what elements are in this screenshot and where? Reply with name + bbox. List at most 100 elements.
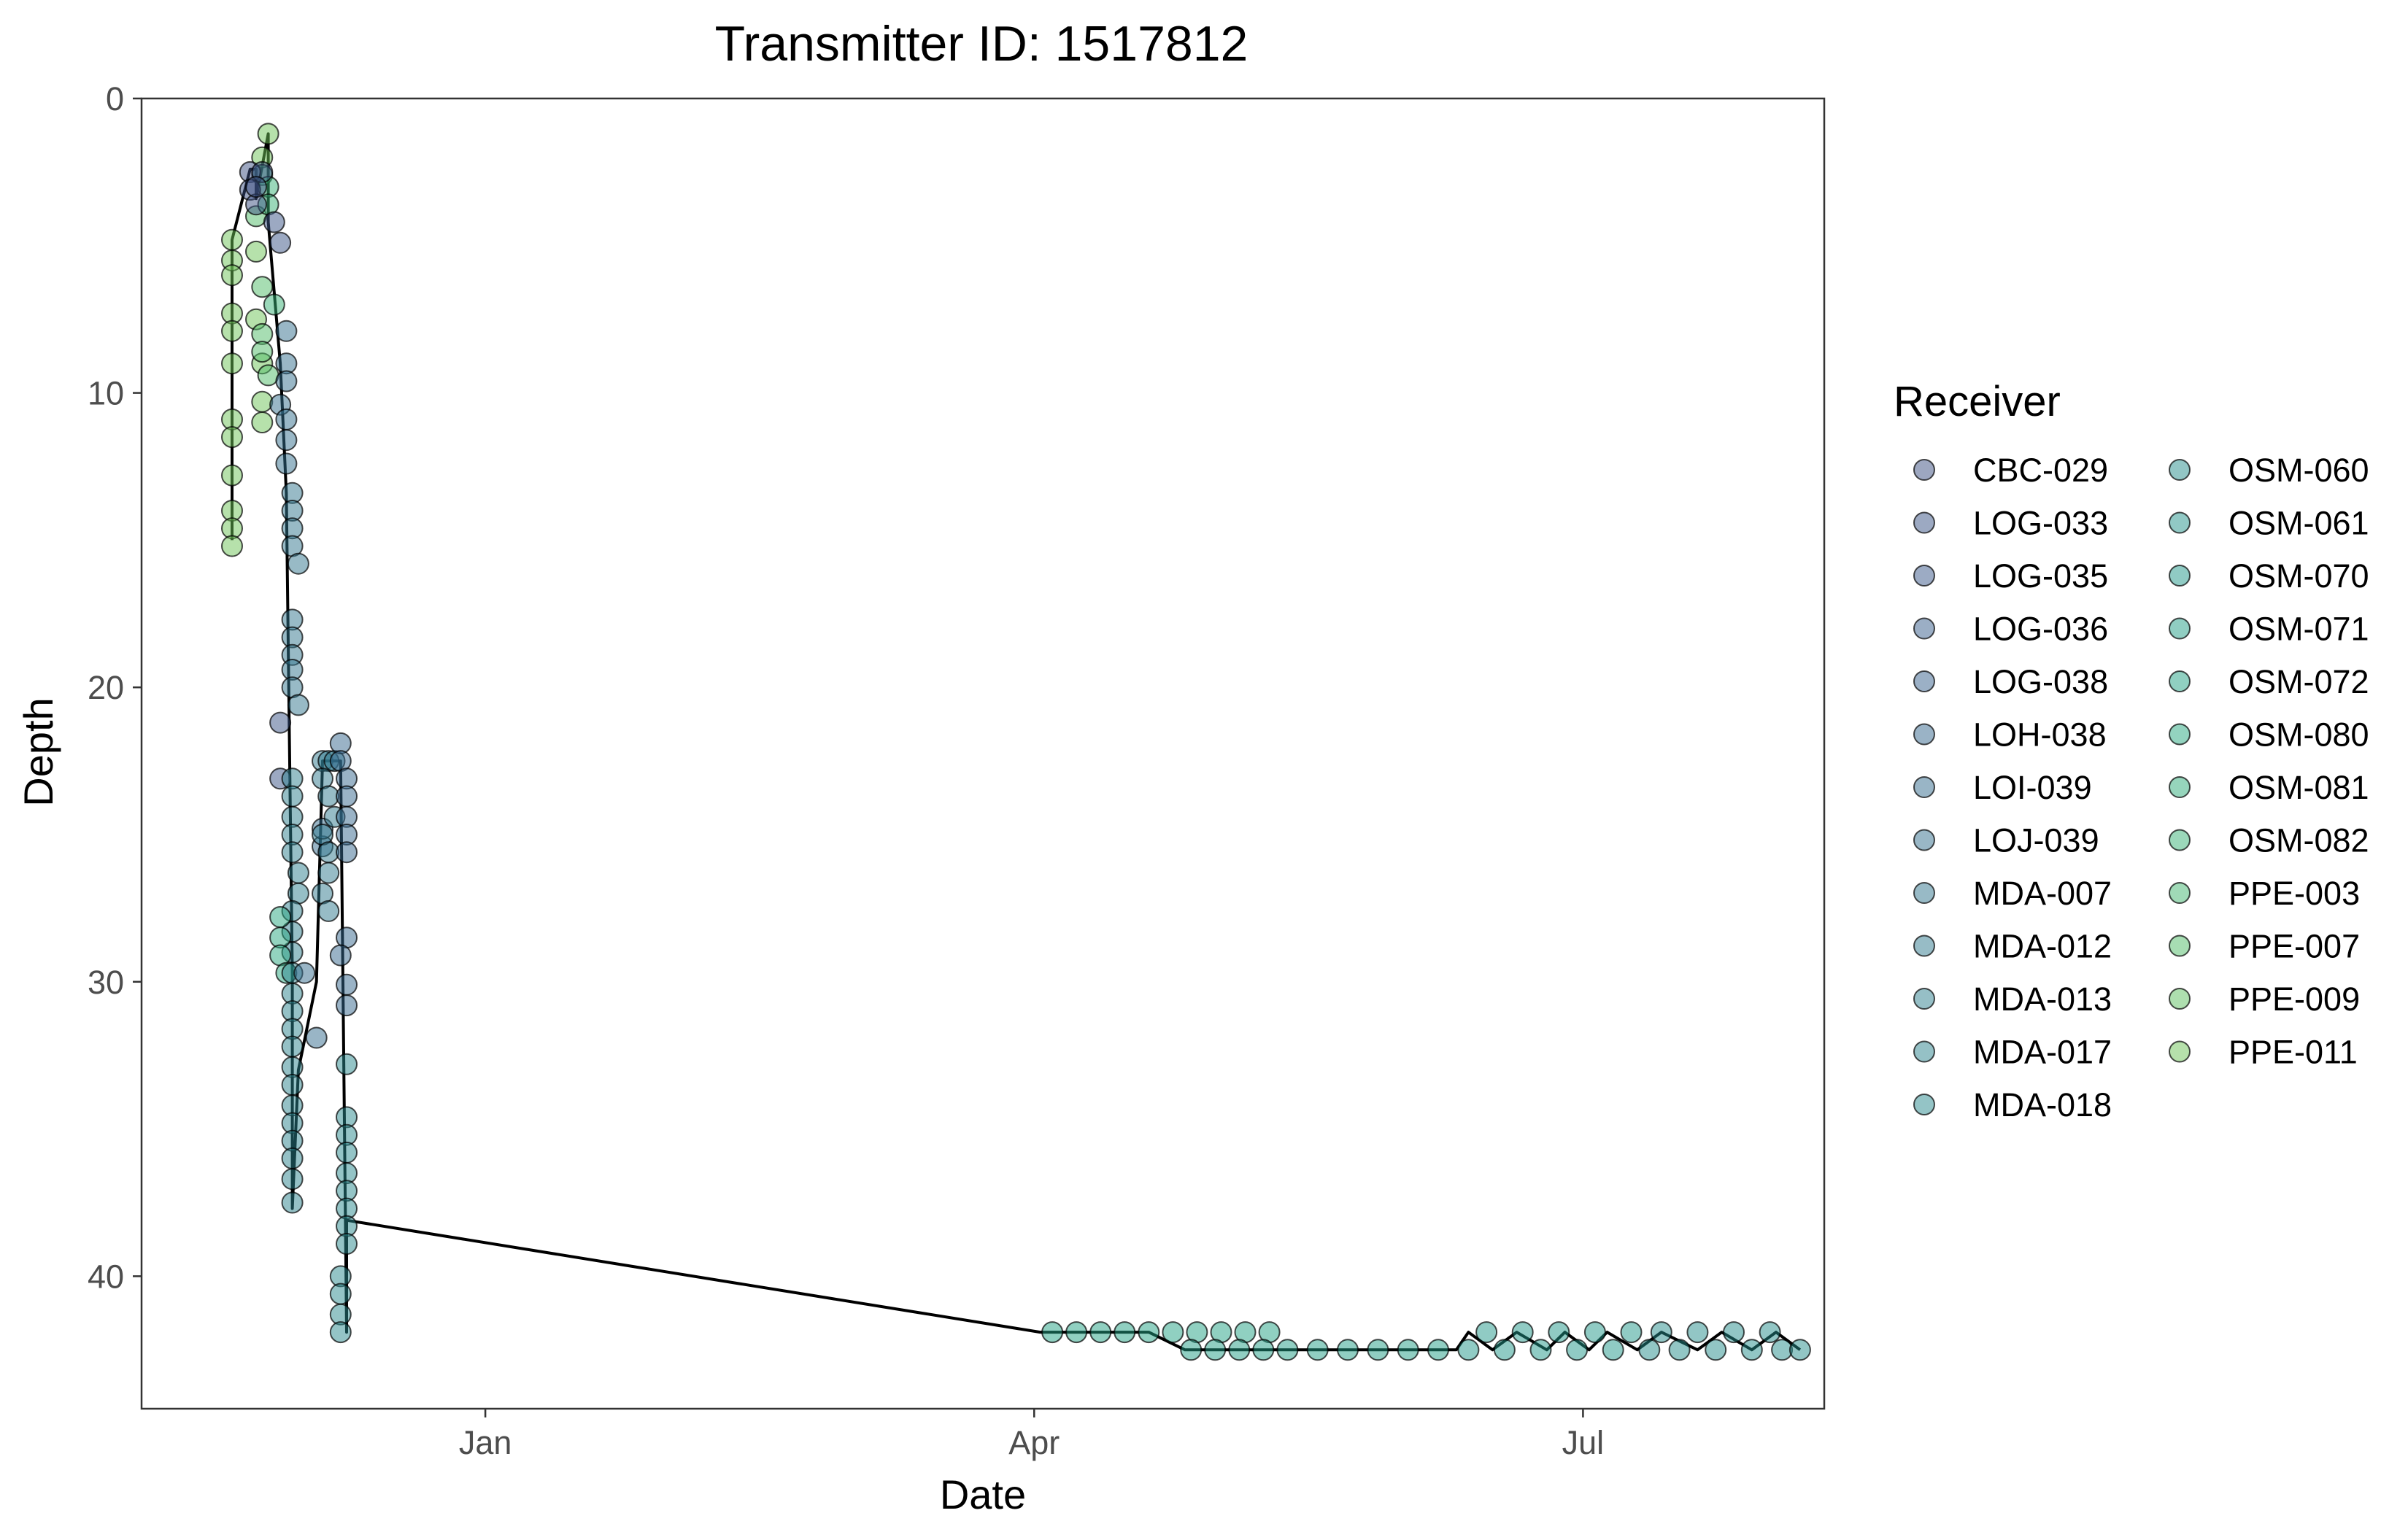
- data-point: [287, 694, 309, 716]
- legend-label: OSM-060: [2228, 452, 2369, 489]
- data-point: [263, 211, 285, 233]
- y-tick-label: 10: [88, 375, 124, 412]
- data-point: [281, 1035, 304, 1058]
- data-point: [1566, 1339, 1589, 1361]
- data-point: [1705, 1339, 1727, 1361]
- legend-key: [2169, 935, 2191, 957]
- x-axis-title: Date: [940, 1471, 1026, 1517]
- data-point: [221, 264, 243, 287]
- data-point: [1457, 1339, 1480, 1361]
- legend-key: [2169, 988, 2191, 1010]
- data-point: [269, 711, 292, 734]
- legend-key: [2169, 776, 2191, 798]
- plot-area: [221, 123, 1811, 1361]
- data-point: [317, 862, 340, 884]
- data-point: [221, 535, 243, 557]
- y-axis-title: Depth: [15, 697, 61, 806]
- data-point: [257, 123, 279, 145]
- data-point: [281, 841, 304, 864]
- data-point: [1252, 1339, 1275, 1361]
- legend-label: OSM-071: [2228, 611, 2369, 648]
- data-point: [251, 341, 274, 363]
- legend-label: CBC-029: [1973, 452, 2108, 489]
- y-axis: 0 10 20 30 40: [88, 80, 142, 1295]
- data-point: [336, 1233, 358, 1255]
- legend-key: [1913, 565, 1935, 587]
- legend-key: [1913, 459, 1935, 481]
- legend-title: Receiver: [1894, 378, 2061, 425]
- data-point: [1367, 1339, 1389, 1361]
- data-point: [269, 906, 292, 928]
- legend-key: [1913, 988, 1935, 1010]
- y-tick-label: 30: [88, 964, 124, 1001]
- data-point: [1276, 1339, 1299, 1361]
- legend-key: [1913, 1094, 1935, 1115]
- data-point: [1162, 1321, 1184, 1344]
- legend-key: [1913, 511, 1935, 534]
- legend-label: PPE-007: [2228, 928, 2360, 965]
- legend-key: [2169, 565, 2191, 587]
- data-point: [1668, 1339, 1691, 1361]
- legend-key: [2169, 459, 2191, 481]
- data-point: [245, 176, 267, 198]
- data-point: [329, 944, 352, 967]
- data-point: [1529, 1339, 1552, 1361]
- data-point: [1620, 1321, 1643, 1344]
- legend: CBC-029 LOG-033 LOG-035 LOG-036 LOG-038 LOH-0…: [1913, 452, 2369, 1123]
- legend-label: MDA-013: [1973, 980, 2112, 1018]
- legend-key: [1913, 829, 1935, 851]
- data-point: [336, 1141, 358, 1164]
- legend-label: MDA-012: [1973, 928, 2112, 965]
- data-point: [1650, 1321, 1672, 1344]
- legend-key: [1913, 670, 1935, 692]
- legend-key: [2169, 723, 2191, 746]
- data-point: [1306, 1339, 1329, 1361]
- data-point: [1204, 1339, 1227, 1361]
- data-point: [281, 1074, 304, 1096]
- data-point: [281, 785, 304, 808]
- y-tick-label: 0: [106, 80, 124, 117]
- data-point: [329, 1283, 352, 1305]
- data-point: [1041, 1321, 1064, 1344]
- legend-label: PPE-003: [2228, 875, 2360, 912]
- data-point: [1427, 1339, 1449, 1361]
- data-point: [287, 552, 309, 575]
- legend-key: [1913, 882, 1935, 904]
- legend-label: LOJ-039: [1973, 822, 2099, 859]
- data-point: [336, 973, 358, 996]
- data-point: [257, 364, 279, 387]
- legend-key: [1913, 723, 1935, 746]
- points-layer: [221, 123, 1811, 1361]
- data-point: [336, 1053, 358, 1075]
- data-point: [1180, 1339, 1203, 1361]
- data-point: [305, 1026, 328, 1049]
- data-point: [1138, 1321, 1160, 1344]
- legend-label: OSM-081: [2228, 769, 2369, 806]
- data-point: [263, 293, 285, 316]
- data-point: [1602, 1339, 1624, 1361]
- legend-label: OSM-061: [2228, 505, 2369, 542]
- y-tick-label: 40: [88, 1258, 124, 1295]
- data-point: [221, 426, 243, 449]
- data-point: [245, 240, 267, 263]
- data-point: [221, 352, 243, 375]
- data-point: [336, 841, 358, 864]
- data-point: [251, 276, 274, 298]
- legend-key: [1913, 935, 1935, 957]
- data-point: [1759, 1321, 1781, 1344]
- legend-key: [1913, 1040, 1935, 1063]
- data-point: [1583, 1321, 1606, 1344]
- x-tick-label: Jul: [1562, 1424, 1605, 1461]
- legend-key: [2169, 511, 2191, 534]
- data-point: [1493, 1339, 1516, 1361]
- data-point: [1511, 1321, 1534, 1344]
- data-point: [1548, 1321, 1570, 1344]
- data-point: [317, 900, 340, 922]
- data-point: [336, 785, 358, 808]
- data-point: [1740, 1339, 1763, 1361]
- data-point: [275, 452, 298, 475]
- legend-key: [2169, 617, 2191, 640]
- legend-label: LOG-033: [1973, 505, 2108, 542]
- plot-panel: [140, 97, 1826, 1410]
